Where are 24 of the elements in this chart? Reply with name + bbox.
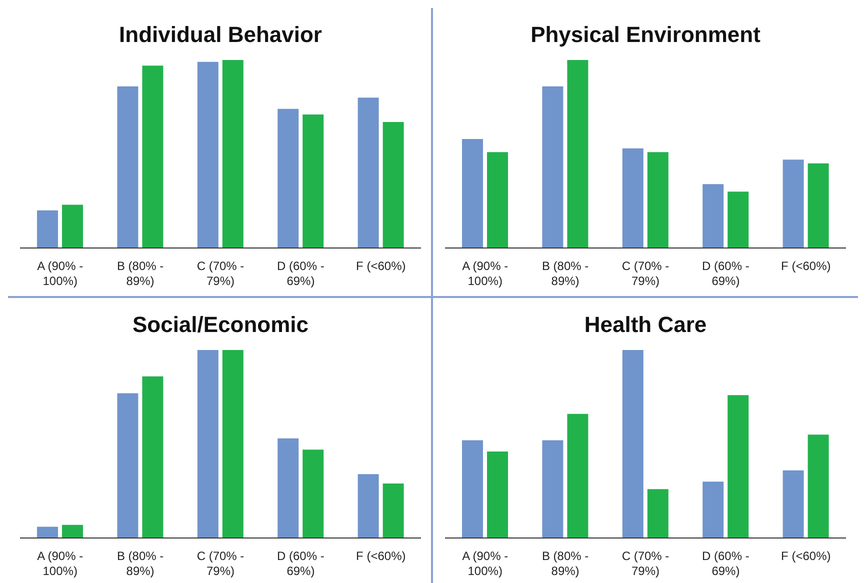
x-tick-label: A (90% - 100%) (462, 549, 508, 578)
chart-title: Physical Environment (530, 21, 762, 48)
x-tick-label: C (70% - 79%) (196, 549, 244, 578)
x-tick-label: D (60% - 69%) (702, 259, 750, 288)
x-tick-label: F (<60%) (781, 549, 831, 563)
x-tick-label: C (70% - 79%) (622, 259, 670, 288)
x-tick-label: D (60% - 69%) (277, 549, 324, 578)
x-tick-label: C (70% - 79%) (196, 259, 244, 288)
x-tick-label: A (90% - 100%) (462, 259, 508, 288)
x-tick-label: B (80% - 89%) (116, 259, 164, 288)
x-tick-label: B (80% - 89%) (116, 549, 164, 578)
x-tick-label: D (60% - 69%) (702, 549, 750, 578)
x-tick-label: F (<60%) (356, 259, 406, 273)
x-tick-label: F (<60%) (356, 549, 406, 563)
x-tick-label: B (80% - 89%) (542, 549, 589, 578)
x-tick-label: A (90% - 100%) (37, 259, 84, 288)
x-tick-label: B (80% - 89%) (542, 259, 589, 288)
x-tick-label: C (70% - 79%) (622, 549, 670, 578)
x-tick-label: F (<60%) (781, 259, 831, 273)
x-tick-label: A (90% - 100%) (37, 549, 84, 578)
chart-title: Individual Behavior (118, 21, 323, 48)
x-tick-label: D (60% - 69%) (277, 259, 324, 288)
chart-title: Social/Economic (131, 311, 310, 338)
chart-title: Health Care (583, 311, 708, 338)
